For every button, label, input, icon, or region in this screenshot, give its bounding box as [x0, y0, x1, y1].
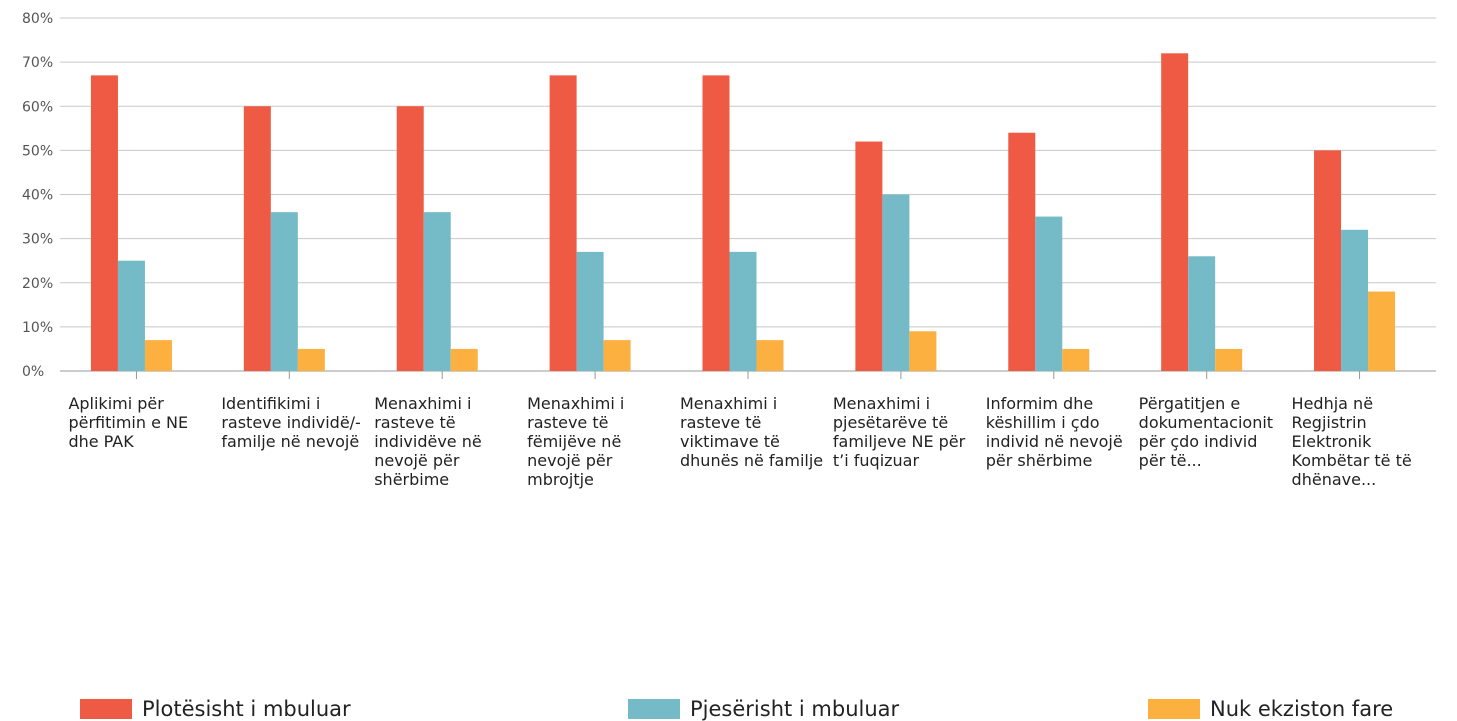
- legend-item-not-existing: Nuk ekziston fare: [1148, 697, 1394, 721]
- bar: [603, 340, 631, 371]
- bar: [1188, 256, 1216, 371]
- bar: [1314, 150, 1342, 371]
- y-tick-label: 80%: [22, 11, 53, 27]
- bar: [117, 260, 145, 371]
- x-tick-label: Përgatitjen e dokumentacionit për çdo in…: [1138, 394, 1274, 470]
- bar: [702, 75, 730, 372]
- bar: [729, 251, 757, 371]
- legend-label-fully-covered: Plotësisht i mbuluar: [142, 697, 351, 721]
- bar: [297, 348, 325, 371]
- y-tick-label: 30%: [22, 232, 53, 248]
- x-tick-label: Hedhja në Regjistrin Elektronik Kombëtar…: [1291, 394, 1412, 489]
- legend-swatch-not-existing: [1148, 699, 1200, 719]
- legend-swatch-partially-covered: [628, 699, 680, 719]
- legend-label-partially-covered: Pjesërisht i mbuluar: [690, 697, 900, 721]
- legend-label-not-existing: Nuk ekziston fare: [1210, 697, 1394, 721]
- y-tick-label: 40%: [22, 188, 53, 204]
- x-tick-label: Menaxhimi i rasteve të individëve në nev…: [374, 394, 482, 489]
- x-tick-label: Identifikimi i rasteve individë/-familje…: [221, 394, 361, 451]
- y-tick-label: 20%: [22, 276, 53, 292]
- y-tick-label: 60%: [22, 99, 53, 115]
- bar: [450, 348, 478, 371]
- bar: [1035, 216, 1063, 371]
- bar-chart: 0% 10% 20% 30% 40% 50% 60% 70% 80%: [22, 11, 1436, 380]
- bar: [243, 106, 271, 371]
- bar: [1368, 291, 1396, 371]
- bar: [423, 212, 451, 371]
- y-tick-label: 10%: [22, 320, 53, 336]
- bar: [756, 340, 784, 371]
- y-tick-label: 0%: [22, 364, 44, 380]
- bar: [1062, 348, 1090, 371]
- bar: [855, 141, 883, 371]
- x-tick-label: Informim dhe këshillim i çdo individ në …: [985, 394, 1123, 470]
- legend-item-fully-covered: Plotësisht i mbuluar: [80, 697, 351, 721]
- bar: [549, 75, 577, 372]
- bar: [1215, 348, 1243, 371]
- bar: [909, 331, 937, 371]
- bar: [1008, 132, 1036, 371]
- legend-swatch-fully-covered: [80, 699, 132, 719]
- y-tick-label: 70%: [22, 55, 53, 71]
- legend-item-partially-covered: Pjesërisht i mbuluar: [628, 697, 900, 721]
- y-tick-label: 50%: [22, 143, 53, 159]
- x-tick-label: Menaxhimi i rasteve të viktimave të dhun…: [680, 394, 824, 470]
- bar: [882, 194, 910, 371]
- bar: [270, 212, 298, 371]
- x-tick-label: Menaxhimi i pjesëtarëve të familjeve NE …: [832, 394, 966, 470]
- bar: [1161, 53, 1189, 372]
- x-tick-label: Aplikimi për përfitimin e NE dhe PAK: [68, 394, 189, 451]
- bar: [576, 251, 604, 371]
- x-tick-label: Menaxhimi i rasteve të fëmijëve në nevoj…: [527, 394, 625, 489]
- bar: [144, 340, 172, 371]
- bar: [90, 75, 118, 372]
- bar: [396, 106, 424, 371]
- bar: [1341, 229, 1369, 371]
